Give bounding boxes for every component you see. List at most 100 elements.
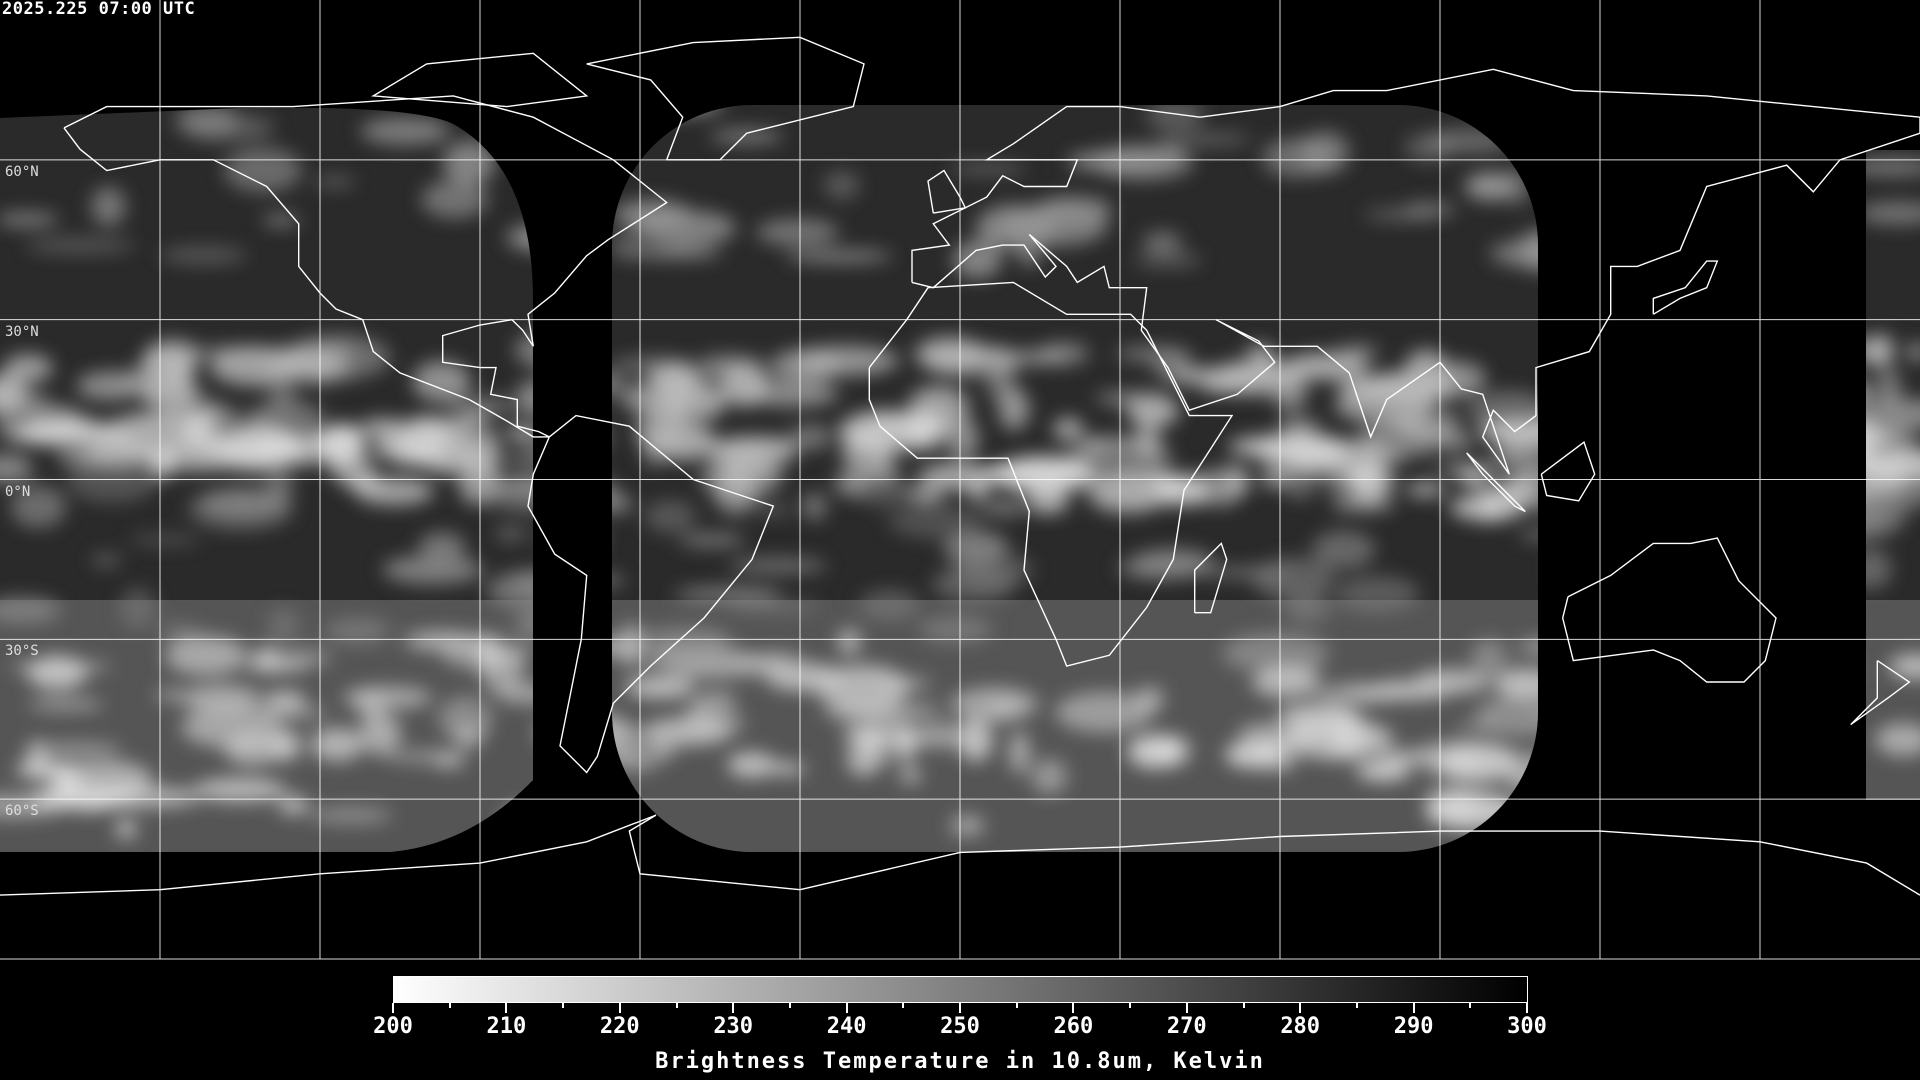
cloud (1256, 432, 1350, 472)
cloud (1300, 131, 1350, 175)
cloud (647, 363, 698, 392)
satellite-map (0, 0, 1920, 960)
cloud (224, 734, 281, 766)
cloud (950, 815, 985, 836)
timestamp: 2025.225 07:00 UTC (2, 0, 196, 19)
cloud (245, 657, 310, 673)
cloud (188, 488, 294, 531)
colorbar-tick-label: 290 (1393, 1014, 1434, 1039)
cloud (27, 743, 123, 756)
cloud (1009, 730, 1030, 774)
cloud (1333, 575, 1421, 613)
cloud (952, 240, 1002, 279)
cloud (1254, 345, 1276, 376)
cloud (816, 665, 910, 711)
colorbar-tick-label: 240 (826, 1014, 867, 1039)
cloud (267, 608, 300, 644)
cloud (0, 452, 33, 484)
cloud (1888, 653, 1920, 680)
cloud (28, 698, 104, 711)
cloud (769, 763, 805, 775)
colorbar-tick (448, 1003, 451, 1008)
cloud (899, 766, 922, 784)
cloud (1477, 484, 1505, 524)
cloud (0, 374, 28, 415)
lat-label: 60°S (5, 803, 39, 820)
cloud (421, 180, 489, 219)
cloud (1154, 132, 1253, 146)
cloud (692, 689, 737, 718)
cloud (319, 423, 365, 468)
lat-label: 30°S (5, 643, 39, 660)
cloud (1166, 367, 1273, 386)
lat-label: 30°N (5, 323, 39, 340)
cloud (1312, 530, 1376, 570)
colorbar-tick-label: 250 (940, 1014, 980, 1039)
cloud (119, 366, 154, 396)
colorbar-tick (562, 1003, 565, 1008)
cloud (169, 350, 191, 388)
cloud (10, 485, 67, 528)
colorbar-tick (1299, 1003, 1302, 1013)
cloud (1201, 467, 1232, 503)
colorbar-tick-label: 220 (599, 1014, 640, 1039)
colorbar-tick (902, 1003, 905, 1008)
cloud (1094, 391, 1172, 405)
lat-label: 0°N (5, 483, 31, 500)
cloud (757, 505, 792, 516)
cloud (1135, 418, 1162, 459)
cloud (382, 554, 484, 585)
cloud (66, 460, 158, 503)
cloud (1364, 208, 1441, 221)
lat-lon-grid (0, 0, 1920, 960)
cloud (1516, 472, 1540, 506)
cloud (1470, 638, 1508, 677)
cloud (910, 722, 969, 749)
cloud (986, 360, 1016, 403)
colorbar-tick (845, 1003, 848, 1013)
cloud (360, 116, 451, 146)
cloud (1142, 231, 1182, 254)
cloud (1278, 416, 1320, 436)
cloud (1016, 245, 1043, 267)
cloud (1006, 349, 1069, 366)
colorbar-title: Brightness Temperature in 10.8um, Kelvin (655, 1049, 1265, 1074)
cloud (967, 475, 989, 502)
cloud (66, 800, 113, 812)
cloud (837, 628, 861, 655)
cloud (823, 170, 860, 200)
cloud (438, 696, 493, 741)
cloud (1346, 467, 1373, 488)
colorbar-tick-label: 260 (1053, 1014, 1094, 1039)
cloud (789, 424, 832, 451)
colorbar-tick (675, 1003, 678, 1008)
cloud (1084, 471, 1165, 516)
cloud (644, 500, 697, 533)
cloud (1857, 201, 1920, 225)
cloud (373, 439, 431, 461)
cloud (746, 650, 806, 669)
cloud (801, 492, 827, 521)
cloud (324, 618, 391, 645)
colorbar-tick-label: 270 (1166, 1014, 1207, 1039)
cloud (785, 250, 893, 262)
colorbar-tick-label: 230 (713, 1014, 754, 1039)
colorbar-tick-label: 210 (486, 1014, 527, 1039)
coastline (1540, 441, 1596, 502)
cloud (160, 246, 247, 264)
cloud (728, 557, 828, 574)
cloud (1052, 417, 1084, 442)
cloud (1852, 398, 1920, 430)
colorbar-tick (1355, 1003, 1358, 1008)
cloud (158, 622, 201, 641)
cloud (981, 500, 1028, 515)
colorbar-tick (1015, 1003, 1018, 1008)
colorbar-tick (1185, 1003, 1188, 1013)
coastline (911, 68, 1920, 475)
cloud (267, 385, 298, 407)
cloud (1436, 742, 1520, 783)
cloud (852, 730, 888, 748)
cloud (1845, 158, 1920, 176)
colorbar-tick (392, 1003, 394, 1013)
cloud (1464, 172, 1515, 201)
